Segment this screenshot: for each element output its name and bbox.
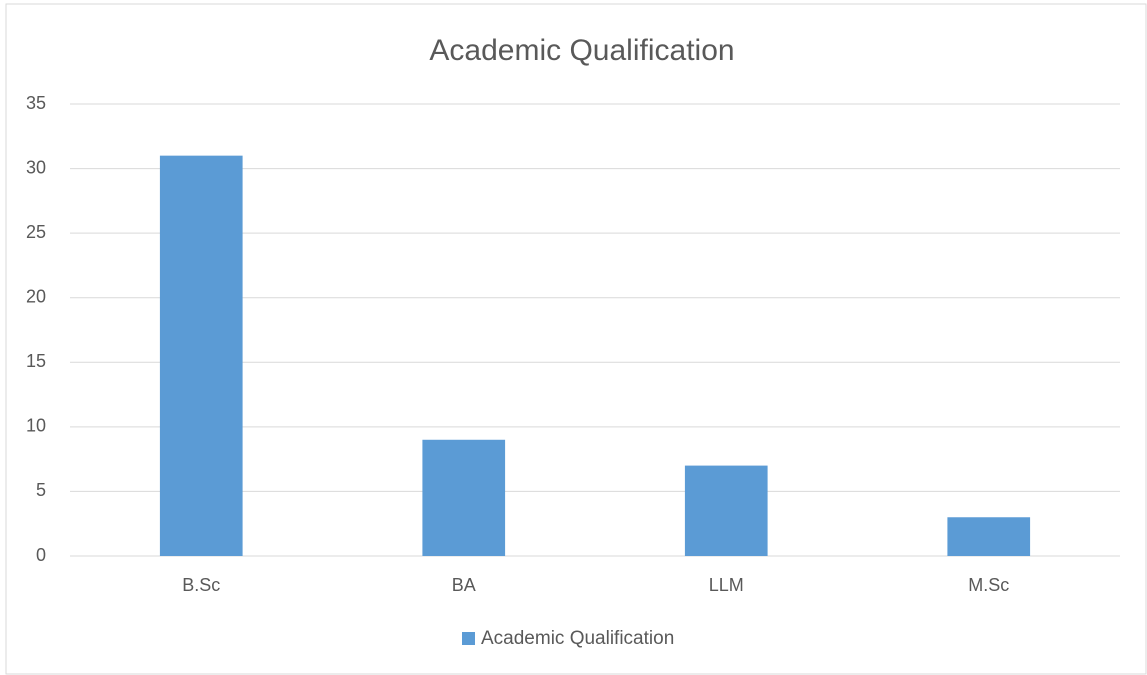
legend-label: Academic Qualification xyxy=(481,628,674,649)
bar xyxy=(422,439,506,556)
y-tick-label: 35 xyxy=(26,93,46,113)
y-tick-label: 30 xyxy=(26,157,46,177)
x-tick-label: BA xyxy=(452,575,476,595)
y-tick-label: 5 xyxy=(36,480,46,500)
x-tick-label: LLM xyxy=(709,575,744,595)
y-tick-label: 25 xyxy=(26,222,46,242)
y-tick-label: 15 xyxy=(26,351,46,371)
bar xyxy=(947,517,1031,556)
y-tick-label: 20 xyxy=(26,286,46,306)
y-tick-label: 10 xyxy=(26,416,46,436)
chart-title: Academic Qualification xyxy=(429,34,734,67)
bar xyxy=(159,155,243,556)
legend-swatch xyxy=(462,632,475,645)
x-tick-label: B.Sc xyxy=(182,575,220,595)
x-tick-label: M.Sc xyxy=(968,575,1009,595)
y-tick-label: 0 xyxy=(36,545,46,565)
bar xyxy=(684,465,768,556)
